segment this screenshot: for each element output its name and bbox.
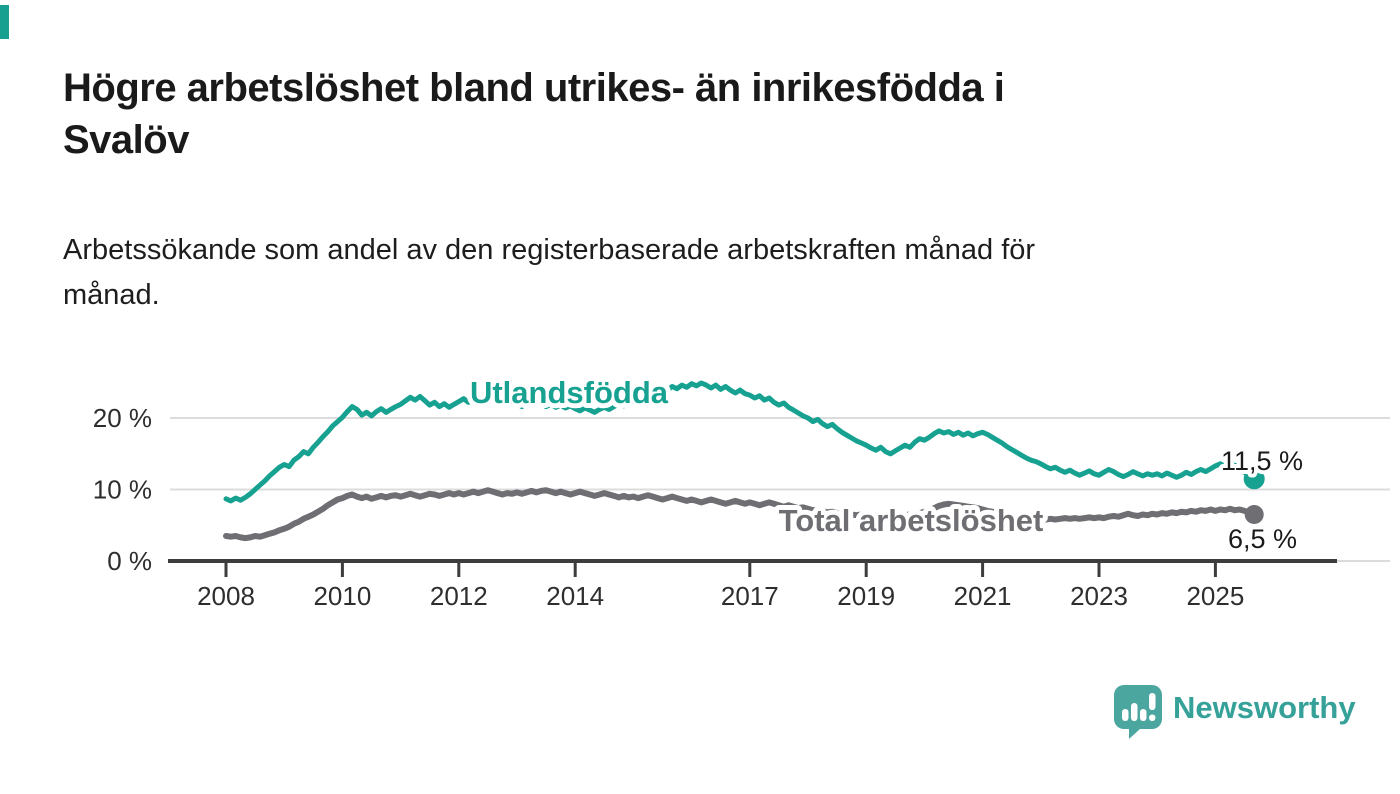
series-label-utlandsfodda: Utlandsfödda — [470, 375, 669, 410]
x-tick-label-2019: 2019 — [837, 581, 895, 611]
y-tick-label-10: 10 % — [93, 475, 152, 505]
chart-subtitle-line-2: månad. — [63, 279, 160, 311]
y-tick-label-0: 0 % — [107, 546, 152, 576]
series-lines-group — [223, 380, 1265, 542]
x-tick-label-2010: 2010 — [313, 581, 371, 611]
brand-name: Newsworthy — [1173, 690, 1356, 725]
newsworthy-speech-bubble-bar-chart-icon — [1114, 685, 1162, 739]
series-line-total — [223, 487, 1258, 542]
newsworthy-logo: Newsworthy — [1113, 684, 1356, 740]
series-label-total: Total arbetslöshet — [779, 503, 1044, 538]
x-tick-label-2017: 2017 — [721, 581, 779, 611]
page-title-line-2: Svalöv — [63, 118, 189, 162]
x-tick-label-2012: 2012 — [430, 581, 488, 611]
axis-tick-labels-group: 0 % 10 % 20 % 2008 2010 2012 2014 2017 2019 2021 2… — [93, 403, 1245, 611]
series-end-dot-total — [1244, 505, 1264, 524]
page-title: Högre arbetslöshet bland utrikes- än inr… — [63, 62, 1273, 166]
brand-accent-bar — [0, 5, 9, 39]
series-labels-group: Utlandsfödda 11,5 % Total arbetslöshet 6,5 … — [465, 370, 1307, 558]
page-title-line-1: Högre arbetslöshet bland utrikes- än inr… — [63, 66, 1005, 110]
x-tick-label-2014: 2014 — [546, 581, 604, 611]
x-tick-label-2008: 2008 — [197, 581, 255, 611]
gridlines-group — [170, 417, 1390, 562]
end-value-label-total: 6,5 % — [1228, 524, 1297, 554]
x-tick-label-2023: 2023 — [1070, 581, 1128, 611]
x-axis-group — [168, 559, 1337, 577]
x-tick-label-2021: 2021 — [954, 581, 1012, 611]
chart-subtitle: Arbetssökande som andel av den registerb… — [63, 228, 1283, 318]
x-tick-label-2025: 2025 — [1186, 581, 1244, 611]
y-tick-label-20: 20 % — [93, 403, 152, 433]
chart-subtitle-line-1: Arbetssökande som andel av den registerb… — [63, 234, 1036, 266]
end-value-label-utlandsfodda: 11,5 % — [1221, 446, 1303, 476]
series-line-utlandsfodda — [223, 380, 1257, 504]
series-end-dot-utlandsfodda — [1243, 468, 1265, 490]
